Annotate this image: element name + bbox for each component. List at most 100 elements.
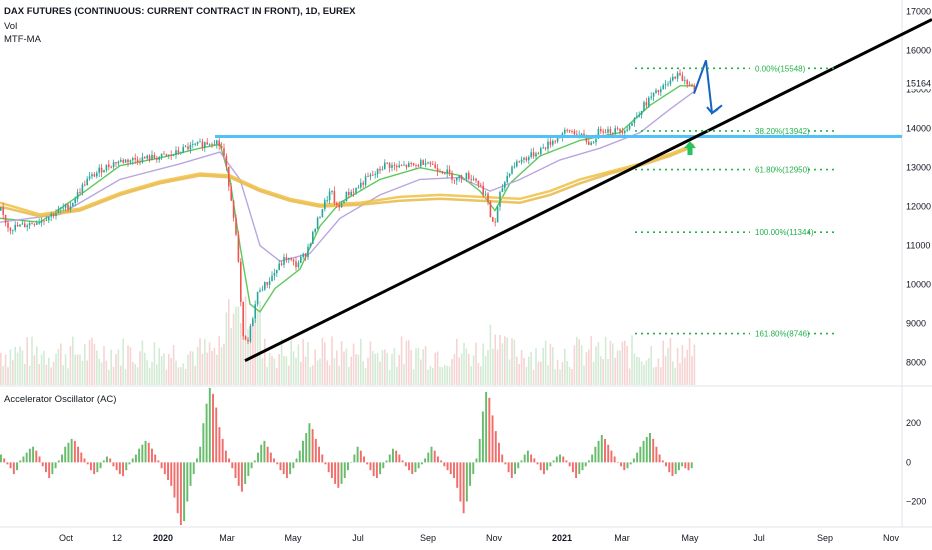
volume-bar (280, 338, 283, 385)
volume-bar (477, 362, 480, 385)
oscillator-bar (616, 462, 619, 463)
volume-bar (520, 349, 523, 385)
volume-bar (439, 366, 441, 385)
volume-bar (124, 369, 127, 385)
candle-body (259, 290, 261, 292)
chart-title: DAX FUTURES (CONTINUOUS: CURRENT CONTRAC… (4, 6, 356, 17)
candle-body (544, 147, 547, 149)
volume-indicator-label[interactable]: Vol (4, 21, 17, 32)
volume-bar (0, 352, 2, 385)
candle-body (57, 209, 60, 213)
oscillator-tick-label: −200 (906, 497, 926, 507)
oscillator-bar (690, 462, 693, 469)
ma-line-long-ma-2 (0, 145, 695, 218)
time-tick-label: Jul (753, 533, 765, 543)
oscillator-bar (684, 462, 687, 469)
oscillator-bar (276, 462, 279, 465)
candle-body (187, 146, 189, 150)
candle-body (667, 83, 669, 85)
candle-body (292, 259, 295, 262)
candle-body (470, 179, 472, 180)
candle-body (463, 179, 465, 181)
oscillator-title[interactable]: Accelerator Oscillator (AC) (4, 394, 116, 405)
candle-body (189, 144, 192, 150)
volume-bar (417, 347, 420, 385)
volume-bar (177, 367, 180, 385)
ma-indicator-label[interactable]: MTF-MA (4, 34, 42, 45)
volume-bar (650, 345, 652, 385)
oscillator-bar (179, 462, 182, 525)
volume-bar (170, 358, 172, 385)
volume-bar (384, 349, 386, 385)
volume-bar (240, 322, 242, 385)
oscillator-bar (250, 462, 253, 469)
candle-body (480, 184, 482, 186)
volume-bar (132, 361, 134, 385)
volume-bar (136, 367, 139, 385)
candle-body (60, 208, 62, 210)
oscillator-bar (122, 462, 125, 477)
candle-body (626, 129, 628, 131)
volume-bar (580, 345, 583, 385)
candle-body (595, 138, 597, 143)
fibonacci-levels: 0.00%(15548) 38.20%(13942) 61.80%(12950) 10… (635, 64, 838, 339)
volume-bar (427, 369, 429, 385)
volume-bar (540, 361, 542, 385)
volume-bar (660, 367, 662, 385)
volume-bar (669, 338, 672, 385)
volume-bar (633, 353, 636, 385)
volume-bar (468, 353, 470, 385)
oscillator-bar (594, 446, 597, 463)
oscillator-bar (375, 462, 378, 479)
candle-body (244, 336, 247, 340)
volume-bar (4, 354, 7, 385)
volume-bar (333, 358, 336, 385)
oscillator-bar (118, 462, 121, 475)
volume-bar (585, 352, 588, 385)
volume-bar (12, 360, 14, 385)
candle-body (256, 291, 259, 305)
time-axis[interactable]: Oct 12 2020 Mar May Jul Sep Nov 2021 Mar May Jul Sep… (59, 533, 900, 543)
volume-bar (307, 341, 309, 385)
oscillator-bar (102, 460, 105, 463)
volume-bar (312, 365, 314, 385)
oscillator-bar (247, 462, 250, 477)
volume-bar (36, 346, 38, 385)
candle-body (52, 213, 55, 216)
volume-bar (614, 357, 616, 385)
oscillator-bar (465, 462, 468, 502)
candle-body (242, 301, 244, 337)
oscillator-bar (642, 440, 645, 463)
volume-bar (564, 348, 566, 385)
candle-body (74, 199, 76, 204)
oscillator-bar (35, 450, 38, 463)
volume-bar (528, 356, 530, 385)
price-tick-label: 10000 (906, 280, 931, 290)
projection-arrowhead (706, 106, 719, 115)
volume-bar (648, 358, 650, 385)
oscillator-bar (674, 462, 677, 475)
oscillator-bar (382, 462, 385, 469)
candle-body (638, 114, 640, 117)
annotations (215, 18, 932, 363)
candle-body (64, 204, 67, 208)
price-axis[interactable]: 8000 9000 10000 11000 12000 13000 14000 15000 16… (906, 7, 931, 368)
volume-bar (554, 369, 556, 385)
volume-bar (508, 359, 511, 385)
volume-bar (55, 353, 57, 385)
volume-bar (69, 346, 72, 385)
ma-line-long-ma-1 (0, 143, 695, 216)
oscillator-bar (578, 462, 581, 475)
candle-body (540, 148, 542, 154)
volume-bar (463, 342, 465, 385)
candle-body (439, 171, 441, 173)
time-tick-label: 2020 (153, 533, 173, 543)
volume-bar (268, 353, 271, 385)
oscillator-bar (668, 462, 671, 473)
oscillator-bar (340, 462, 343, 484)
fib-level-label: 161.80%(8746) (755, 330, 810, 339)
volume-bar (208, 342, 211, 385)
candle-body (45, 220, 48, 222)
oscillator-bar (687, 462, 690, 471)
